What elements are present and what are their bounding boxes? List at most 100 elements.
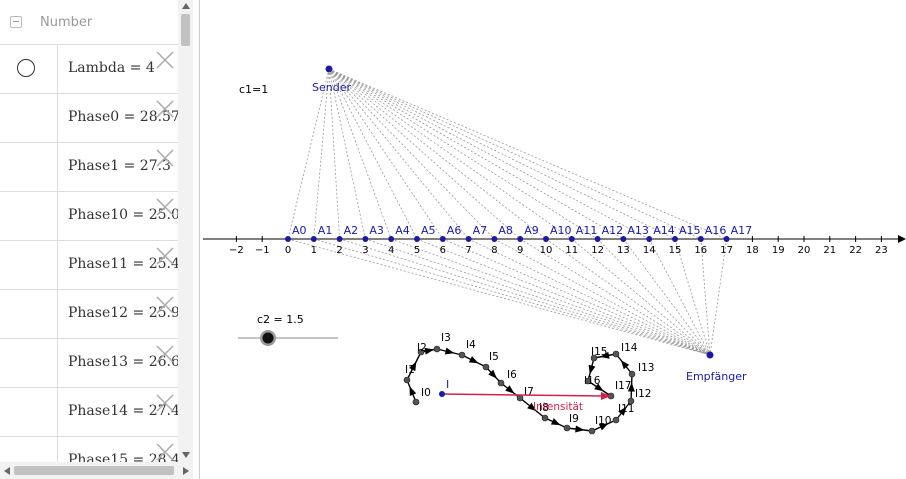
intensity-point[interactable] [612, 416, 620, 424]
intensity-point[interactable] [612, 350, 620, 358]
point-a[interactable] [543, 236, 549, 242]
row-expression[interactable]: Phase12 = 25.98 [68, 305, 189, 321]
intensity-point[interactable] [482, 363, 490, 371]
intensity-label: I4 [466, 339, 476, 351]
collapse-icon[interactable] [10, 16, 22, 28]
point-a[interactable] [388, 236, 395, 242]
algebra-row[interactable]: Phase12 = 25.98 [0, 290, 189, 339]
tick-label: −1 [255, 245, 270, 256]
row-marker [0, 241, 58, 289]
ray-line [571, 238, 711, 356]
intensity-point[interactable] [412, 398, 420, 406]
delete-icon[interactable] [156, 149, 174, 167]
delete-icon[interactable] [156, 443, 174, 461]
point-a-label: A4 [395, 224, 410, 237]
algebra-row[interactable]: Lambda = 4 [0, 45, 178, 94]
sender-point[interactable] [325, 65, 333, 73]
point-a-label: A6 [447, 224, 462, 237]
point-a[interactable] [336, 236, 343, 242]
row-expression[interactable]: Phase10 = 25.03 [68, 207, 189, 223]
row-expression[interactable]: Lambda = 4 [68, 60, 155, 76]
point-a[interactable] [414, 236, 420, 242]
intensity-point[interactable] [403, 376, 411, 384]
algebra-row[interactable]: Phase1 = 27.3 [0, 143, 178, 192]
point-a[interactable] [672, 236, 678, 242]
ray-line [328, 68, 521, 240]
graphics-view[interactable]: −2 −1 0 1 2 3 4 5 6 7 8 9 10 11 12 13 14 15 16 17 18 19 20 21 22… [200, 0, 906, 479]
receiver-point[interactable] [706, 351, 714, 359]
intensity-point[interactable] [516, 394, 524, 402]
algebra-row[interactable]: Phase14 = 27.44 [0, 388, 189, 437]
ray-line [313, 68, 330, 240]
segment-arrow-icon [618, 406, 627, 416]
tick-label: 17 [720, 245, 733, 256]
point-a[interactable] [697, 236, 704, 242]
point-a[interactable] [620, 236, 627, 242]
scroll-right-icon[interactable] [183, 467, 189, 475]
ray-line [328, 68, 573, 240]
vertical-scrollbar[interactable] [178, 0, 193, 462]
intensity-label: I7 [524, 386, 534, 398]
intensity-point[interactable] [417, 348, 425, 356]
row-expression[interactable]: Phase14 = 27.44 [68, 403, 189, 419]
intensity-label: I1 [405, 364, 415, 376]
intensity-point[interactable] [433, 345, 441, 353]
intensity-point[interactable] [590, 354, 598, 362]
point-a[interactable] [491, 236, 498, 242]
intensity-point[interactable] [584, 377, 592, 385]
intensity-point[interactable] [541, 414, 549, 422]
point-a[interactable] [568, 236, 575, 242]
algebra-row[interactable]: Phase0 = 28.57 [0, 94, 180, 143]
intensity-point[interactable] [627, 397, 635, 405]
scroll-up-icon[interactable] [182, 3, 190, 9]
row-expression[interactable]: Phase1 = 27.3 [68, 158, 171, 174]
intensity-point[interactable] [588, 427, 596, 435]
row-expression[interactable]: Phase0 = 28.57 [68, 109, 180, 125]
delete-icon[interactable] [156, 296, 174, 314]
segment-arrow-icon [620, 360, 630, 370]
sender-label: Sender [312, 81, 351, 94]
view-divider[interactable] [193, 0, 200, 479]
point-a[interactable] [465, 236, 472, 242]
point-a-label: A9 [524, 224, 539, 237]
intensity-point[interactable] [628, 370, 636, 378]
scroll-down-icon[interactable] [182, 452, 190, 458]
row-expression[interactable]: Phase11 = 25.45 [68, 256, 189, 272]
row-marker [0, 290, 58, 338]
delete-icon[interactable] [156, 247, 174, 265]
horizontal-scrollbar[interactable] [0, 462, 193, 479]
origin-point[interactable] [439, 391, 445, 397]
slider-handle[interactable] [262, 332, 274, 344]
algebra-row[interactable]: Phase11 = 25.45 [0, 241, 189, 290]
intensity-vector[interactable] [441, 393, 604, 397]
delete-icon[interactable] [156, 100, 174, 118]
intensity-point[interactable] [563, 424, 571, 432]
vertical-scroll-thumb[interactable] [181, 14, 190, 46]
point-a[interactable] [362, 236, 369, 242]
intensity-point[interactable] [497, 379, 505, 387]
delete-icon[interactable] [156, 198, 174, 216]
tick-label: 6 [440, 245, 446, 256]
ray-line [328, 68, 340, 240]
segment-arrow-icon [424, 347, 434, 355]
scroll-left-icon[interactable] [4, 467, 10, 475]
point-a[interactable] [517, 236, 524, 242]
point-a[interactable] [646, 236, 653, 242]
delete-icon[interactable] [156, 394, 174, 412]
vector-label: Intensität [533, 401, 583, 413]
point-a-label: A2 [344, 224, 359, 237]
intensity-point[interactable] [458, 351, 466, 359]
row-expression[interactable]: Phase13 = 26.64 [68, 354, 189, 370]
intensity-label: I0 [421, 387, 431, 399]
point-a[interactable] [723, 236, 730, 242]
algebra-row[interactable]: Phase13 = 26.64 [0, 339, 189, 388]
algebra-row[interactable]: Phase10 = 25.03 [0, 192, 189, 241]
point-a[interactable] [594, 236, 601, 242]
delete-icon[interactable] [156, 345, 174, 363]
delete-icon[interactable] [156, 51, 174, 69]
visibility-toggle-icon[interactable] [17, 59, 35, 77]
point-a[interactable] [310, 236, 317, 242]
horizontal-scroll-thumb[interactable] [14, 466, 174, 475]
point-a[interactable] [439, 236, 446, 242]
point-a[interactable] [285, 236, 291, 242]
